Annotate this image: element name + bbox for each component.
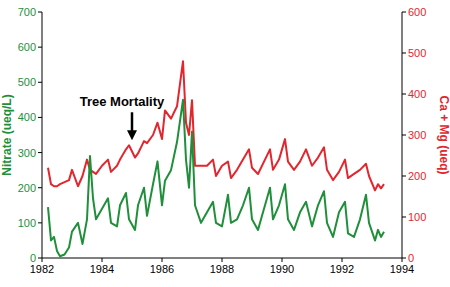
y2-tick-label: 200 xyxy=(408,170,426,182)
y-tick-label: 0 xyxy=(30,252,36,264)
y2-tick xyxy=(402,135,406,136)
y-tick-label: 600 xyxy=(18,41,36,53)
y2-tick-label: 100 xyxy=(408,211,426,223)
chart-svg: 1982198419861988199019921994010020030040… xyxy=(0,0,450,287)
annotation-arrowhead xyxy=(127,130,137,140)
y2-tick-label: 400 xyxy=(408,88,426,100)
x-tick xyxy=(342,258,343,262)
y2-tick xyxy=(402,12,406,13)
y2-tick-label: 300 xyxy=(408,129,426,141)
y-tick xyxy=(38,187,42,188)
y-tick-label: 100 xyxy=(18,217,36,229)
y-tick xyxy=(38,12,42,13)
y-tick xyxy=(38,117,42,118)
series-line xyxy=(48,61,384,190)
x-tick xyxy=(42,258,43,262)
x-tick xyxy=(222,258,223,262)
y2-tick xyxy=(402,176,406,177)
y-axis-title: Nitrate (ueq/L) xyxy=(0,94,14,175)
x-tick-label: 1992 xyxy=(330,263,354,275)
y-tick xyxy=(38,222,42,223)
y-tick-label: 400 xyxy=(18,111,36,123)
y2-tick xyxy=(402,217,406,218)
y-tick xyxy=(38,47,42,48)
y2-tick-label: 600 xyxy=(408,6,426,18)
x-tick-label: 1984 xyxy=(90,263,114,275)
y2-tick-label: 0 xyxy=(408,252,414,264)
x-tick-label: 1986 xyxy=(150,263,174,275)
y-tick-label: 500 xyxy=(18,76,36,88)
y-tick-label: 200 xyxy=(18,182,36,194)
x-tick xyxy=(282,258,283,262)
x-tick-label: 1988 xyxy=(210,263,234,275)
x-tick xyxy=(402,258,403,262)
series-line xyxy=(48,100,384,256)
x-tick xyxy=(102,258,103,262)
y2-tick xyxy=(402,94,406,95)
annotation-arrow xyxy=(131,112,134,132)
y-tick xyxy=(38,258,42,259)
x-tick-label: 1990 xyxy=(270,263,294,275)
x-tick-label: 1982 xyxy=(30,263,54,275)
y-tick xyxy=(38,152,42,153)
y-tick xyxy=(38,82,42,83)
plot-area xyxy=(48,61,384,256)
y2-tick-label: 500 xyxy=(408,47,426,59)
y-tick-label: 300 xyxy=(18,147,36,159)
annotation-text: Tree Mortality xyxy=(80,94,165,109)
x-tick xyxy=(162,258,163,262)
x-tick-label: 1994 xyxy=(390,263,414,275)
chart-container: 1982198419861988199019921994010020030040… xyxy=(0,0,450,287)
y2-axis-title: Ca + Mg (ueq) xyxy=(437,95,450,174)
y-tick-label: 700 xyxy=(18,6,36,18)
y2-tick xyxy=(402,53,406,54)
y2-tick xyxy=(402,258,406,259)
y-axis-line xyxy=(42,12,43,258)
